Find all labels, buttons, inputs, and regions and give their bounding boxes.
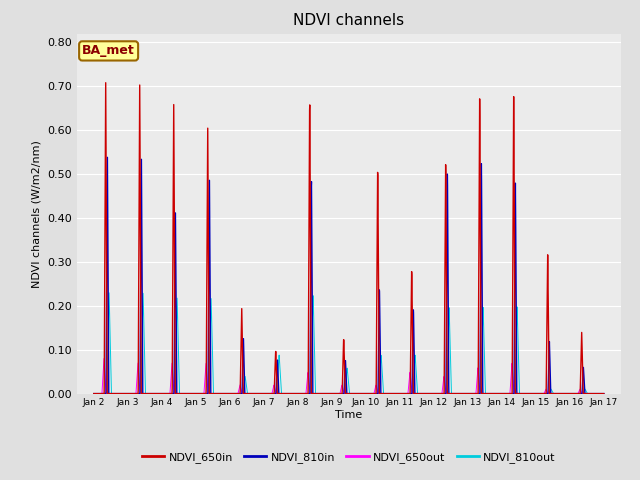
- NDVI_810in: [308, 207, 316, 213]
- NDVI_650out: [148, 391, 156, 396]
- NDVI_810out: [179, 391, 186, 396]
- NDVI_650out: [179, 391, 186, 396]
- NDVI_810in: [90, 391, 98, 396]
- NDVI_810out: [535, 391, 543, 396]
- Line: NDVI_650in: NDVI_650in: [94, 83, 604, 394]
- NDVI_650out: [535, 391, 543, 396]
- NDVI_810out: [308, 351, 316, 357]
- NDVI_810out: [285, 391, 293, 396]
- NDVI_810in: [179, 391, 186, 396]
- NDVI_810out: [600, 391, 607, 396]
- NDVI_650out: [100, 356, 108, 361]
- NDVI_650out: [600, 391, 607, 396]
- NDVI_810out: [105, 290, 113, 296]
- NDVI_810in: [285, 391, 293, 396]
- NDVI_650in: [590, 391, 598, 396]
- NDVI_810out: [590, 391, 598, 396]
- NDVI_810in: [104, 155, 111, 160]
- NDVI_650in: [308, 391, 316, 396]
- Line: NDVI_810out: NDVI_810out: [94, 293, 604, 394]
- Line: NDVI_810in: NDVI_810in: [94, 157, 604, 394]
- NDVI_650out: [90, 391, 98, 396]
- NDVI_810in: [590, 391, 598, 396]
- NDVI_650out: [308, 391, 316, 396]
- NDVI_650in: [285, 391, 293, 396]
- NDVI_650in: [102, 80, 109, 85]
- NDVI_810in: [535, 391, 543, 396]
- NDVI_650out: [285, 391, 293, 396]
- NDVI_650out: [590, 391, 598, 396]
- NDVI_810in: [600, 391, 607, 396]
- NDVI_650in: [148, 391, 156, 396]
- NDVI_650in: [90, 391, 98, 396]
- NDVI_810in: [148, 391, 156, 396]
- NDVI_650in: [179, 391, 186, 396]
- X-axis label: Time: Time: [335, 410, 362, 420]
- NDVI_650in: [600, 391, 607, 396]
- Legend: NDVI_650in, NDVI_810in, NDVI_650out, NDVI_810out: NDVI_650in, NDVI_810in, NDVI_650out, NDV…: [138, 447, 560, 467]
- Text: BA_met: BA_met: [82, 44, 135, 58]
- Title: NDVI channels: NDVI channels: [293, 13, 404, 28]
- Line: NDVI_650out: NDVI_650out: [94, 359, 604, 394]
- NDVI_650in: [535, 391, 543, 396]
- NDVI_810out: [90, 391, 98, 396]
- Y-axis label: NDVI channels (W/m2/nm): NDVI channels (W/m2/nm): [31, 140, 42, 288]
- NDVI_810out: [148, 391, 156, 396]
